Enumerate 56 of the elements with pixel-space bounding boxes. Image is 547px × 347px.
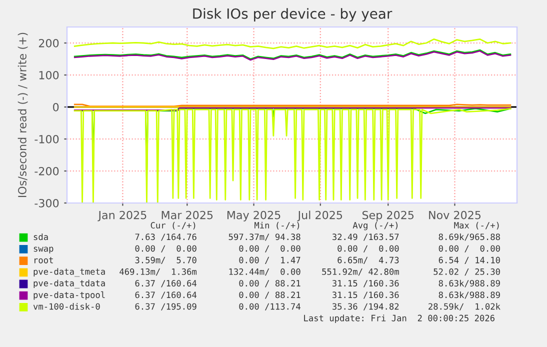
text: 52.02 / 25.30	[434, 268, 500, 276]
x-tick-label: Nov 2025	[429, 210, 481, 220]
text: 6.54 / 14.10	[438, 256, 500, 264]
text: 35.36 /194.82	[332, 303, 399, 310]
text: 8.69k/965.88	[438, 233, 500, 241]
x-tick-label: Jul 2025	[297, 210, 342, 222]
text: 0.00 / 88.21	[239, 292, 300, 299]
text: 6.37 /160.64	[135, 280, 197, 288]
line-series	[74, 38, 512, 50]
legend-label: pve-data-tpool	[34, 291, 105, 300]
legend-label: root	[34, 257, 53, 264]
text: 8.63k/988.89	[438, 291, 500, 299]
y-tick-label: 200	[38, 38, 59, 48]
text: 551.92m/ 42.80m	[322, 268, 399, 276]
x-tick-label: May 2025	[227, 210, 280, 222]
legend-label: pve-data_tdata	[34, 280, 105, 288]
text: 0.00 / 0.00	[135, 245, 196, 252]
text: 0.00 / 0.00	[438, 245, 500, 252]
line-series	[74, 108, 512, 203]
legend-label: swap	[34, 246, 54, 254]
text: Avg (-/+)	[352, 222, 398, 230]
y-tick-label: 100	[39, 70, 59, 80]
x-tick-label: Mar 2025	[162, 210, 213, 220]
y-tick-label: -200	[34, 166, 59, 176]
text: 31.15 /160.36	[332, 292, 399, 299]
text: 469.13m/ 1.36m	[120, 268, 197, 276]
y-axis-title: IOs/second read (-) / write (+)	[18, 32, 28, 198]
text: 3.59m/ 5.70	[135, 256, 196, 264]
text: 132.44m/ 0.00	[229, 268, 300, 276]
y-tick-label: 0	[53, 102, 59, 112]
text: Min (-/+)	[254, 222, 300, 230]
text: 28.59k/ 1.02k	[428, 303, 500, 310]
text: 6.37 /195.09	[135, 303, 196, 310]
legend-label: pve-data_tmeta	[34, 268, 105, 277]
text: 32.49 /163.57	[332, 234, 399, 241]
text: 7.63 /164.76	[135, 234, 196, 241]
x-tick-label: Jan 2025	[98, 210, 146, 222]
text: 0.00 / 1.47	[239, 256, 300, 264]
text: Cur (-/+)	[150, 222, 196, 230]
legend-label: vm-100-disk-0	[33, 303, 100, 310]
text: 597.37m/ 94.38	[228, 234, 300, 241]
y-tick-label: -100	[34, 134, 59, 144]
text: 6.37 /160.64	[135, 292, 197, 299]
text: 0.00 / 0.00	[338, 245, 399, 252]
text: 0.00 /113.74	[239, 303, 300, 310]
text: 0.00 / 88.21	[239, 280, 300, 288]
text: Max (-/+)	[454, 222, 499, 230]
chart-title: Disk IOs per device - by year	[193, 8, 392, 22]
text: 0.00 / 0.00	[239, 245, 300, 252]
legend-label: sda	[34, 233, 48, 240]
x-tick-label: Sep 2025	[362, 210, 414, 222]
text: 6.65m/ 4.73	[338, 256, 399, 264]
text: 31.15 /160.36	[332, 280, 399, 288]
y-tick-label: -300	[34, 198, 59, 208]
text: 8.63k/988.89	[438, 280, 500, 288]
text: Last update: Fri Jan 2 00:00:25 2026	[304, 314, 494, 323]
